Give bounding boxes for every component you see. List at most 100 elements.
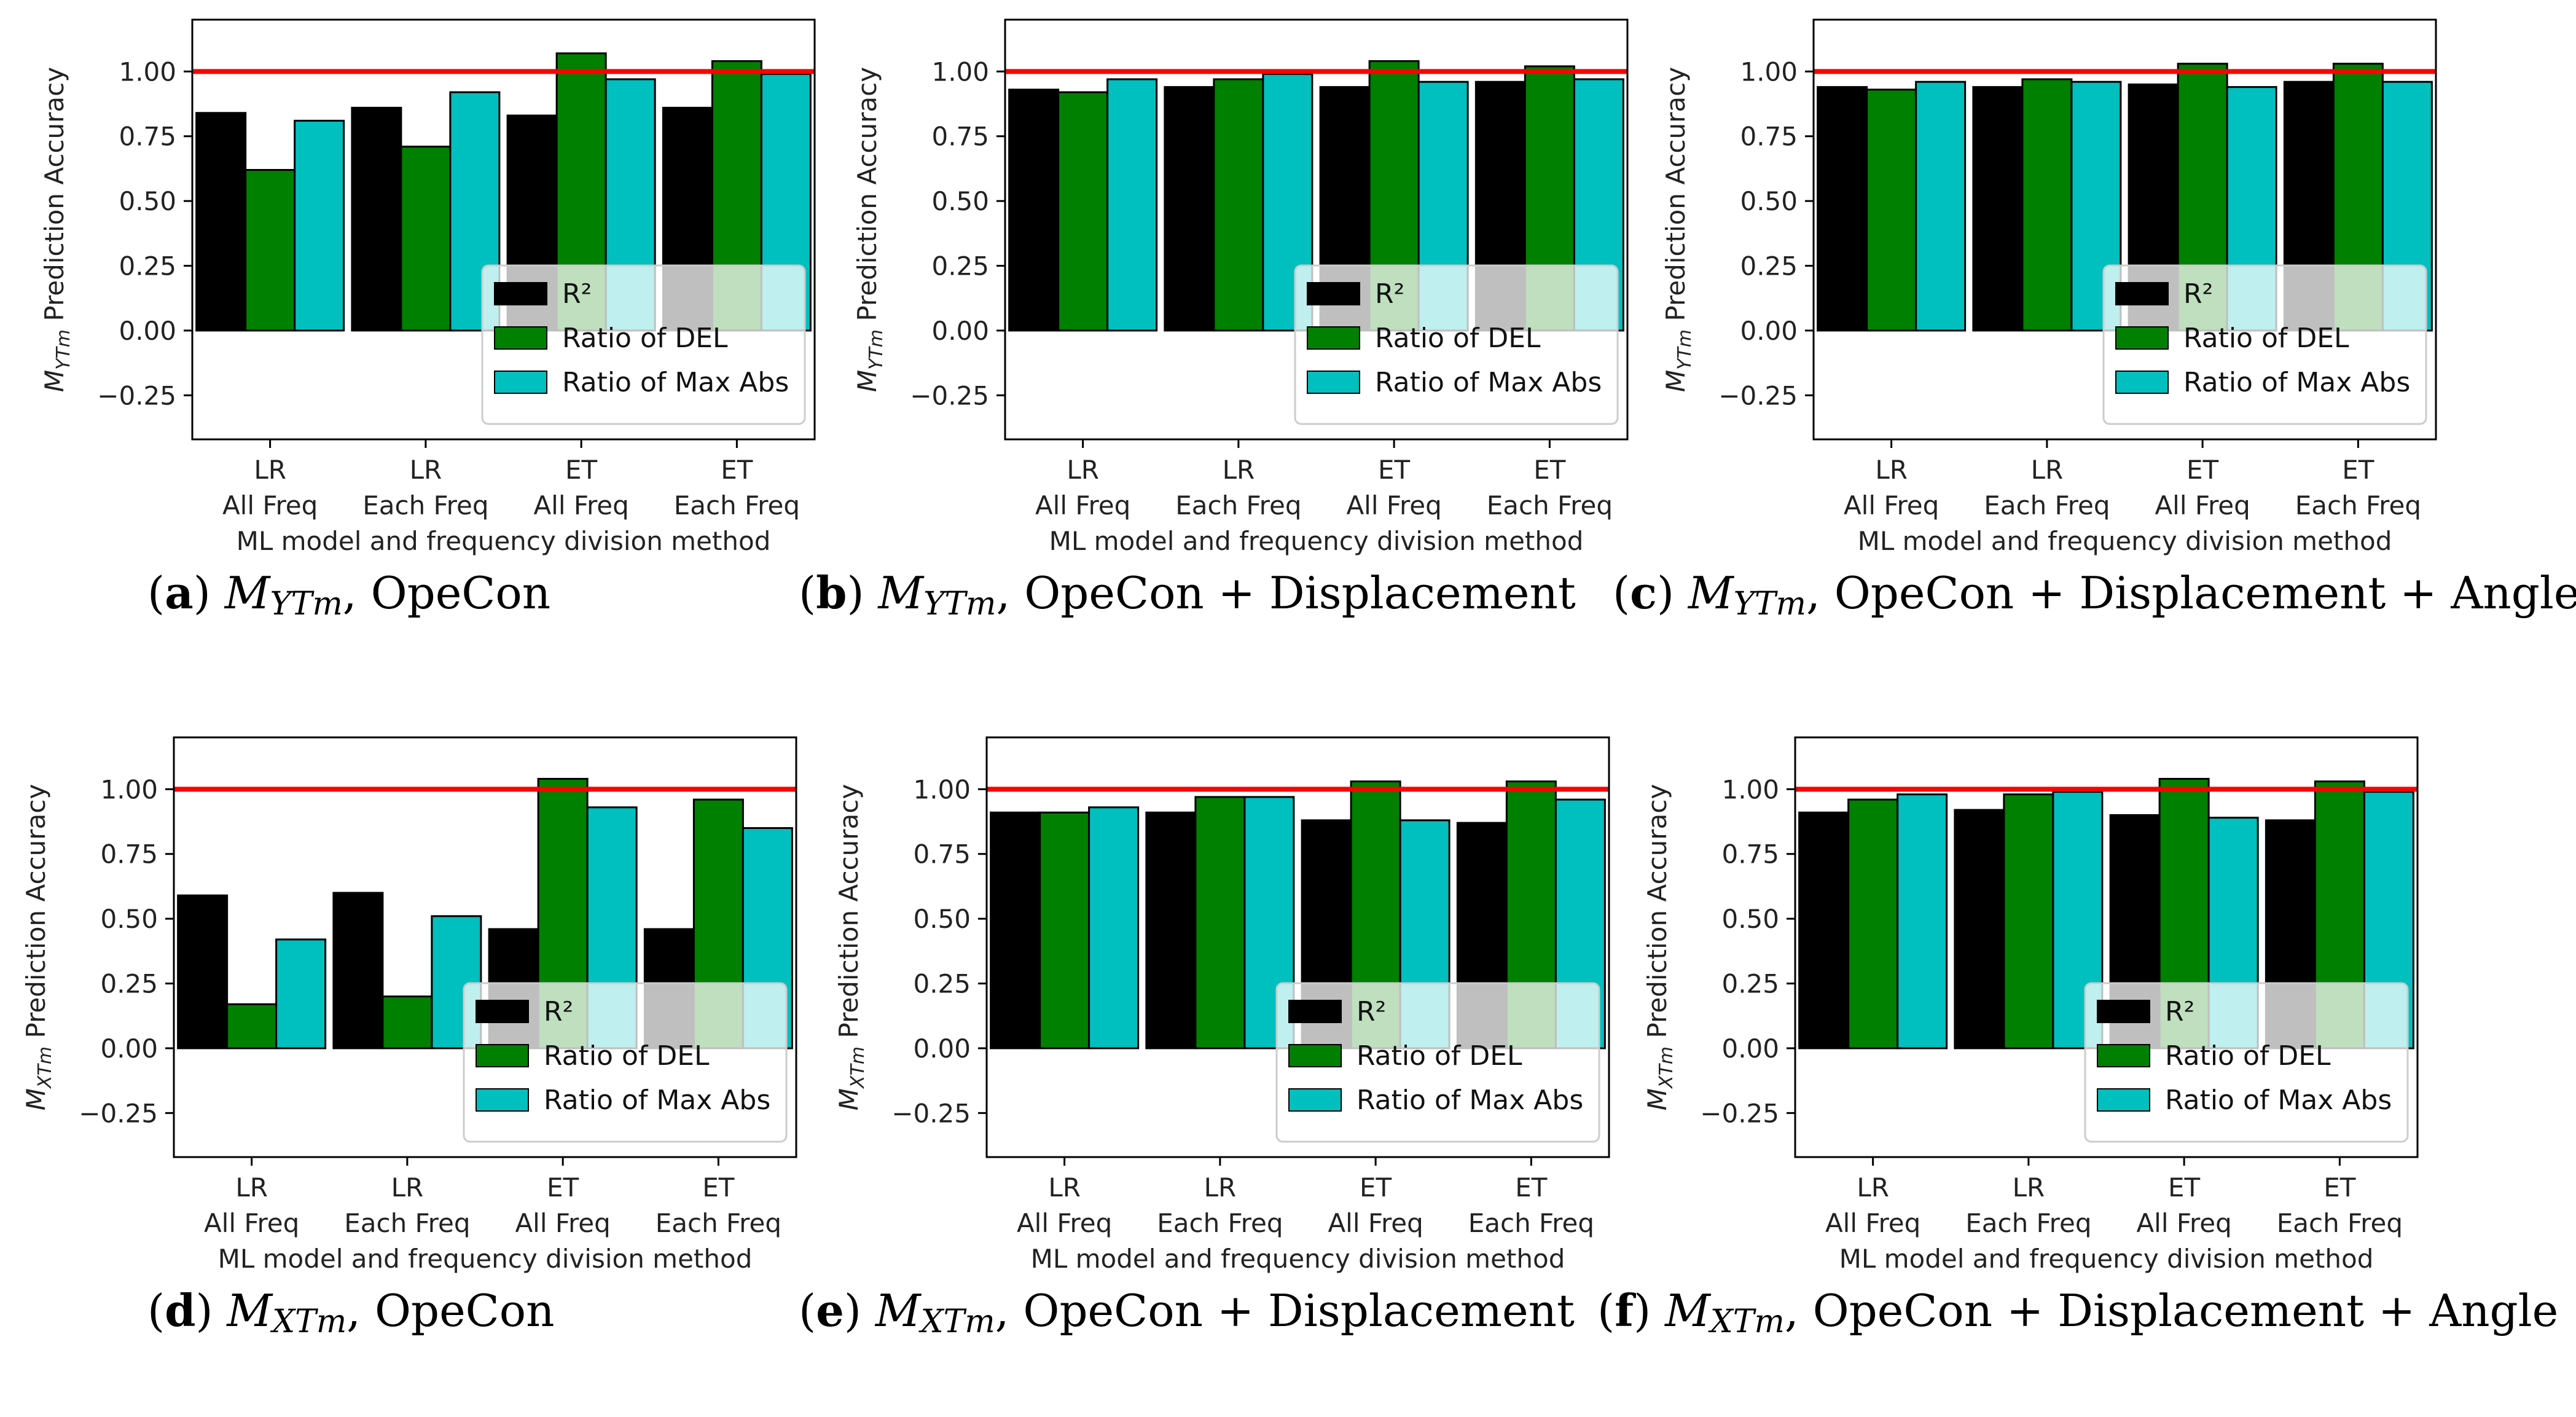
bar <box>294 119 345 332</box>
y-tick-label: 0.75 <box>1721 839 1779 869</box>
y-tick-label: −0.25 <box>1700 1098 1779 1128</box>
x-tick-label: All Freq <box>1035 490 1130 520</box>
x-tick-label: ET <box>547 1172 579 1203</box>
y-tick-label: −0.25 <box>910 380 989 410</box>
legend-swatch <box>1307 326 1360 350</box>
caption-d: (d) MXTm, OpeCon <box>147 1284 555 1340</box>
x-tick-label: LR <box>235 1172 268 1203</box>
x-tick-label: LR <box>1875 455 1908 485</box>
y-tick-label: 0.50 <box>100 904 158 934</box>
x-tick-label: All Freq <box>1825 1208 1920 1238</box>
legend-swatch <box>1288 1088 1342 1112</box>
bar <box>1106 78 1158 332</box>
x-axis-label: ML model and frequency division method <box>1031 1244 1565 1274</box>
y-tick-label: 0.25 <box>100 969 158 999</box>
caption-e: (e) MXTm, OpeCon + Displacement <box>799 1284 1575 1340</box>
y-tick-label: 0.25 <box>1740 251 1798 281</box>
y-tick-label: 0.00 <box>913 1034 971 1064</box>
bar <box>195 112 247 332</box>
bar <box>245 169 296 332</box>
legend-swatch <box>2115 326 2169 350</box>
legend-swatch <box>1307 282 1360 305</box>
y-tick-label: 0.50 <box>913 904 971 934</box>
bar <box>1972 86 2024 332</box>
y-axis-label-text: Prediction Accuracy <box>1642 784 1672 1046</box>
y-tick-label: 0.25 <box>931 251 989 281</box>
y-tick-label: 0.50 <box>1721 904 1779 934</box>
bar <box>226 1003 278 1050</box>
caption-a: (a) MYTm, OpeCon <box>147 567 551 622</box>
legend-box <box>2102 264 2427 425</box>
bar <box>1954 809 2005 1050</box>
legend-box <box>1294 264 1619 425</box>
caption-b: (b) MYTm, OpeCon + Displacement <box>799 567 1576 622</box>
legend-swatch <box>476 1088 529 1112</box>
x-tick-label: ET <box>1360 1172 1392 1203</box>
x-tick-label: ET <box>702 1172 735 1203</box>
bar <box>1213 78 1264 332</box>
legend-label: R² <box>1357 996 1386 1027</box>
bar <box>382 995 433 1050</box>
x-tick-label: LR <box>1204 1172 1237 1203</box>
axes-frame <box>173 736 797 1158</box>
y-axis-label-sub: YTm <box>53 329 74 370</box>
legend-label: R² <box>2165 996 2194 1027</box>
x-tick-label: All Freq <box>204 1208 299 1238</box>
y-tick-label: 1.00 <box>913 774 971 804</box>
y-axis-label-text: Prediction Accuracy <box>852 67 882 329</box>
x-tick-label: Each Freq <box>1965 1208 2091 1238</box>
y-axis-label-text: Prediction Accuracy <box>39 67 69 329</box>
y-tick-label: 0.00 <box>931 316 989 346</box>
chart-panel-e: R² Ratio of DEL Ratio of Max Abs −0.25 0.00 0… <box>834 736 1610 1274</box>
x-tick-label: LR <box>2031 455 2064 485</box>
x-tick-label: All Freq <box>515 1208 610 1238</box>
x-tick-label: Each Freq <box>1468 1208 1594 1238</box>
x-tick-label: Each Freq <box>362 490 488 520</box>
y-tick-label: 0.75 <box>913 839 971 869</box>
x-tick-label: Each Freq <box>1175 490 1301 520</box>
y-axis-label-symbol: M <box>21 1088 51 1110</box>
bar <box>1194 796 1246 1050</box>
legend-box <box>481 264 806 425</box>
y-axis-label-sub: XTm <box>34 1046 56 1089</box>
chart-panel-f: R² Ratio of DEL Ratio of Max Abs −0.25 0.00 0… <box>1642 736 2419 1274</box>
x-tick-label: ET <box>2186 455 2219 485</box>
bar <box>2021 78 2073 332</box>
y-tick-label: 0.50 <box>119 186 176 216</box>
y-tick-label: 0.75 <box>119 122 176 152</box>
x-tick-label: ET <box>565 455 598 485</box>
y-tick-label: 0.00 <box>119 316 176 346</box>
chart-panel-b: R² Ratio of DEL Ratio of Max Abs −0.25 0.00 0… <box>852 18 1629 556</box>
x-tick-label: Each Freq <box>2277 1208 2403 1238</box>
bar <box>400 146 452 332</box>
x-tick-label: Each Freq <box>1984 490 2110 520</box>
y-axis-label-sub: YTm <box>1674 329 1696 370</box>
x-tick-label: All Freq <box>1346 490 1441 520</box>
x-tick-label: LR <box>1067 455 1099 485</box>
x-axis-label: ML model and frequency division method <box>218 1244 753 1274</box>
axes-frame <box>1794 736 2419 1158</box>
x-tick-label: Each Freq <box>656 1208 781 1238</box>
x-axis-label: ML model and frequency division method <box>1049 526 1584 556</box>
axes-frame <box>191 18 816 441</box>
legend-box <box>2084 982 2409 1143</box>
legend-label: Ratio of DEL <box>2183 323 2349 354</box>
legend-label: Ratio of DEL <box>1375 323 1541 354</box>
x-tick-label: LR <box>1857 1172 1889 1203</box>
bar <box>1008 88 1060 332</box>
x-tick-label: LR <box>1223 455 1255 485</box>
y-tick-label: 1.00 <box>931 57 989 87</box>
x-tick-label: All Freq <box>533 490 628 520</box>
chart-panel-d: R² Ratio of DEL Ratio of Max Abs −0.25 0.00 0… <box>21 736 797 1274</box>
x-tick-label: All Freq <box>2155 490 2250 520</box>
bar <box>1897 793 1948 1050</box>
x-tick-label: All Freq <box>2136 1208 2231 1238</box>
x-tick-label: All Freq <box>222 490 318 520</box>
legend-swatch <box>2115 371 2169 394</box>
bar <box>177 894 229 1050</box>
legend-swatch <box>476 1044 529 1067</box>
x-axis-label: ML model and frequency division method <box>237 526 771 556</box>
y-axis-label: MXTm Prediction Accuracy <box>834 784 869 1110</box>
y-tick-label: 1.00 <box>1721 774 1779 804</box>
y-tick-label: 0.50 <box>931 186 989 216</box>
